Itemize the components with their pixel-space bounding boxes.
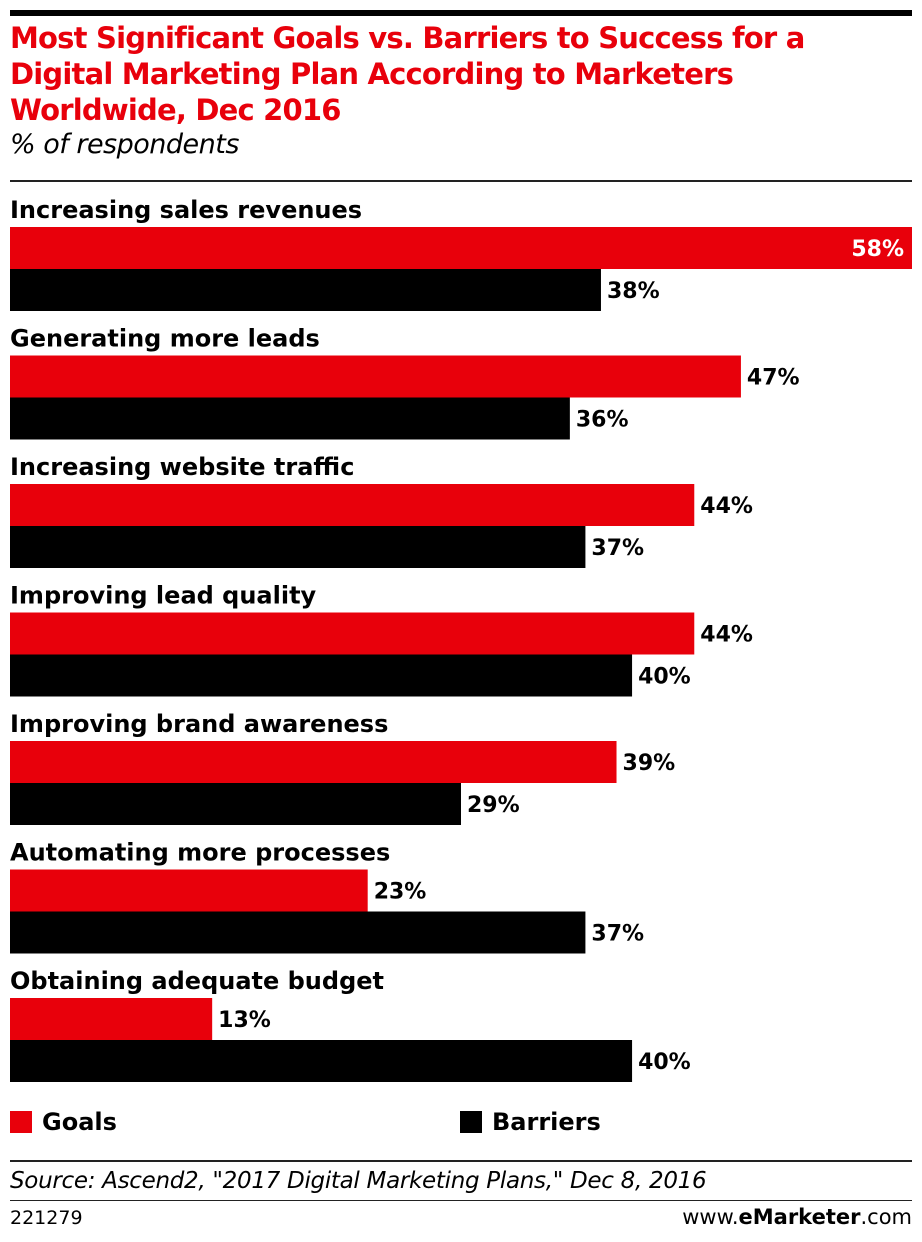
value-label-barriers-improving-brand-awareness: 29% [467, 793, 520, 818]
legend-label-goals: Goals [42, 1108, 117, 1136]
category-label-increasing-sales-revenues: Increasing sales revenues [10, 196, 362, 224]
chart-subtitle: % of respondents [10, 129, 239, 160]
value-label-goals-improving-brand-awareness: 39% [623, 751, 676, 776]
bar-goals-increasing-sales-revenues [10, 227, 912, 269]
category-label-automating-more-processes: Automating more processes [10, 839, 390, 867]
bar-barriers-obtaining-adequate-budget [10, 1040, 633, 1082]
emarketer-credit: www.eMarketer.com [682, 1205, 912, 1229]
legend-item-goals: Goals [10, 1105, 117, 1139]
value-label-barriers-automating-more-processes: 37% [591, 922, 644, 947]
bar-barriers-generating-more-leads [10, 397, 570, 440]
legend-item-barriers: Barriers [460, 1105, 601, 1139]
credit-brand: Marketer [752, 1205, 861, 1229]
category-label-increasing-website-traffic: Increasing website traffic [10, 453, 354, 481]
source-divider [10, 1200, 912, 1201]
chart-id: 221279 [10, 1207, 83, 1229]
value-label-goals-automating-more-processes: 23% [374, 880, 427, 905]
legend-label-barriers: Barriers [492, 1108, 601, 1136]
bar-barriers-increasing-website-traffic [10, 526, 586, 568]
value-label-goals-increasing-website-traffic: 44% [700, 494, 753, 519]
value-label-barriers-increasing-website-traffic: 37% [591, 536, 644, 561]
bar-chart: Increasing sales revenues 58% 38% Generatin… [10, 196, 912, 1082]
bar-goals-improving-brand-awareness [10, 741, 617, 783]
legend-swatch-goals [10, 1111, 32, 1133]
value-label-barriers-increasing-sales-revenues: 38% [607, 279, 660, 304]
category-label-improving-brand-awareness: Improving brand awareness [10, 710, 388, 738]
bar-barriers-improving-lead-quality [10, 654, 633, 697]
top-rule [10, 10, 912, 16]
value-label-goals-increasing-sales-revenues: 58% [851, 237, 904, 262]
bar-goals-generating-more-leads [10, 355, 741, 398]
credit-prefix: www. [682, 1205, 739, 1229]
value-label-goals-obtaining-adequate-budget: 13% [218, 1008, 271, 1033]
value-label-barriers-improving-lead-quality: 40% [638, 665, 691, 690]
footer-divider [10, 1160, 912, 1162]
category-label-generating-more-leads: Generating more leads [10, 325, 320, 353]
bar-barriers-improving-brand-awareness [10, 783, 461, 825]
value-label-goals-improving-lead-quality: 44% [700, 623, 753, 648]
value-label-goals-generating-more-leads: 47% [747, 366, 800, 391]
credit-suffix: .com [860, 1205, 912, 1229]
category-label-obtaining-adequate-budget: Obtaining adequate budget [10, 967, 384, 995]
source-note: Source: Ascend2, "2017 Digital Marketing… [10, 1168, 707, 1194]
value-label-barriers-generating-more-leads: 36% [576, 408, 629, 433]
header-divider [10, 180, 912, 182]
bar-goals-automating-more-processes [10, 869, 368, 912]
chart-title: Most Significant Goals vs. Barriers to S… [10, 21, 805, 127]
bar-goals-obtaining-adequate-budget [10, 998, 213, 1040]
bar-goals-improving-lead-quality [10, 612, 695, 655]
legend-swatch-barriers [460, 1111, 482, 1133]
bar-barriers-increasing-sales-revenues [10, 269, 601, 311]
category-label-improving-lead-quality: Improving lead quality [10, 582, 317, 610]
bar-barriers-automating-more-processes [10, 911, 586, 954]
value-label-barriers-obtaining-adequate-budget: 40% [638, 1050, 691, 1075]
credit-e: e [738, 1205, 753, 1229]
bar-goals-increasing-website-traffic [10, 484, 695, 526]
